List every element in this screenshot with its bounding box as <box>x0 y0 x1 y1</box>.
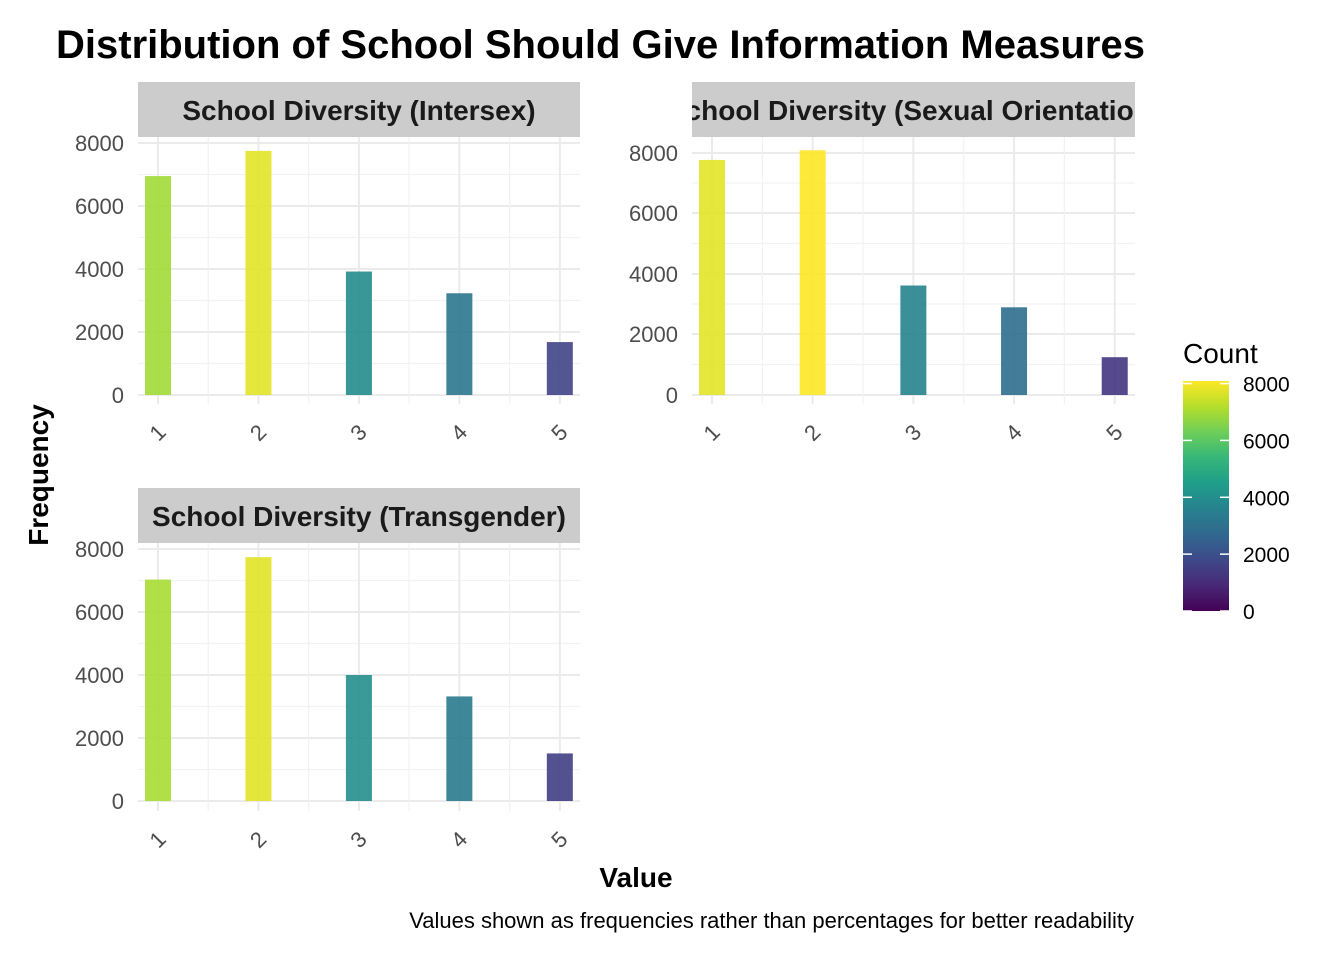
legend-ticks: 0 2000 4000 6000 8000 <box>1183 374 1290 624</box>
y-axis-title: Frequency <box>23 404 54 546</box>
x-tick-label: 5 <box>546 826 572 852</box>
bar <box>546 342 573 395</box>
legend-tick-label: 8000 <box>1243 374 1290 397</box>
y-tick-label: 0 <box>112 383 124 408</box>
y-tick-label: 8000 <box>629 141 678 166</box>
y-tick-label: 6000 <box>75 600 124 625</box>
bar <box>900 285 927 395</box>
x-tick-label: 5 <box>546 419 572 445</box>
x-tick-label: 1 <box>698 419 724 445</box>
facet-strip <box>138 82 580 137</box>
bar <box>245 150 272 395</box>
legend-tick-label: 6000 <box>1243 430 1290 453</box>
y-tick-label: 4000 <box>75 663 124 688</box>
legend-tick-label: 4000 <box>1243 487 1290 510</box>
y-tick-label: 2000 <box>75 320 124 345</box>
y-tick-label: 8000 <box>75 537 124 562</box>
x-tick-label: 3 <box>345 419 371 445</box>
bar <box>446 293 473 395</box>
bar <box>145 176 171 395</box>
bar <box>546 753 573 801</box>
bar <box>145 579 171 801</box>
x-tick-label: 2 <box>245 826 271 852</box>
bar <box>345 271 372 395</box>
color-legend: Count 0 2000 4000 6000 8000 <box>1183 338 1290 624</box>
bar <box>446 696 473 801</box>
facet-strip-label: School Diversity (Intersex) <box>182 95 535 126</box>
legend-title: Count <box>1183 338 1258 369</box>
x-tick-label: 1 <box>144 826 170 852</box>
x-tick-label: 2 <box>799 419 825 445</box>
facet-strip <box>692 82 1135 137</box>
y-tick-label: 4000 <box>629 262 678 287</box>
bar <box>699 159 725 395</box>
bar <box>245 557 272 801</box>
legend-tick-label: 2000 <box>1243 544 1290 567</box>
x-tick-label: 2 <box>245 419 271 445</box>
y-tick-label: 4000 <box>75 257 124 282</box>
y-tick-label: 0 <box>666 383 678 408</box>
bar <box>1101 357 1128 395</box>
y-tick-label: 2000 <box>629 322 678 347</box>
legend-colorbar <box>1183 381 1229 611</box>
bar <box>345 675 372 801</box>
facet-panel: School Diversity (Transgender) 0 2000 4000 6… <box>75 488 580 853</box>
y-tick-label: 6000 <box>75 194 124 219</box>
x-axis-title: Value <box>599 862 672 893</box>
chart-title: Distribution of School Should Give Infor… <box>56 23 1145 67</box>
bar <box>799 150 826 395</box>
facet-strip-label: School Diversity (Sexual Orientation) <box>667 95 1160 126</box>
facet-panel: School Diversity (Sexual Orientation) 0 20… <box>629 82 1160 446</box>
x-tick-label: 4 <box>446 826 472 852</box>
x-tick-label: 4 <box>1001 419 1027 445</box>
x-tick-label: 3 <box>900 419 926 445</box>
y-tick-label: 8000 <box>75 131 124 156</box>
x-tick-label: 3 <box>345 826 371 852</box>
x-tick-label: 5 <box>1101 419 1127 445</box>
facet-panel: School Diversity (Intersex) 0 2000 4000 6000… <box>75 82 580 446</box>
y-tick-label: 0 <box>112 789 124 814</box>
y-tick-label: 2000 <box>75 726 124 751</box>
x-tick-label: 1 <box>144 419 170 445</box>
x-tick-label: 4 <box>446 419 472 445</box>
facet-panels: School Diversity (Intersex) 0 2000 4000 6000… <box>75 82 1160 853</box>
facet-strip-label: School Diversity (Transgender) <box>152 501 566 532</box>
bar <box>1001 307 1028 395</box>
legend-tick-label: 0 <box>1243 601 1255 624</box>
y-tick-label: 6000 <box>629 201 678 226</box>
facet-strip <box>138 488 580 543</box>
caption: Values shown as frequencies rather than … <box>409 908 1134 933</box>
